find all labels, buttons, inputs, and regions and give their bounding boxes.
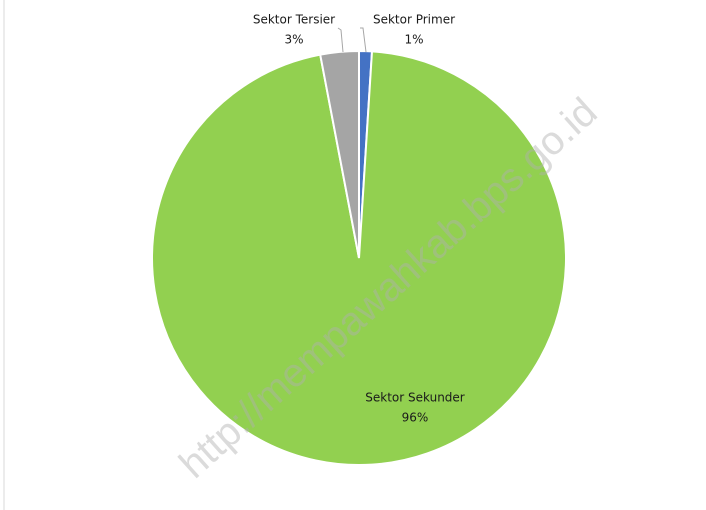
slice-label: Sektor Sekunder — [365, 391, 465, 405]
slice-value-label: 1% — [404, 33, 423, 47]
pie — [151, 49, 567, 466]
pie-slice — [151, 50, 567, 466]
slice-label: Sektor Primer — [373, 13, 455, 27]
pie-slice — [319, 49, 360, 259]
slice-label: Sektor Tersier — [253, 13, 335, 27]
leader-line — [360, 27, 367, 53]
slice-value-label: 3% — [284, 33, 303, 47]
labels: Sektor Primer 1% Sektor Sekunder 96% Sektor … — [253, 13, 465, 425]
slice-value-label: 96% — [402, 411, 429, 425]
leader-line — [337, 27, 344, 53]
